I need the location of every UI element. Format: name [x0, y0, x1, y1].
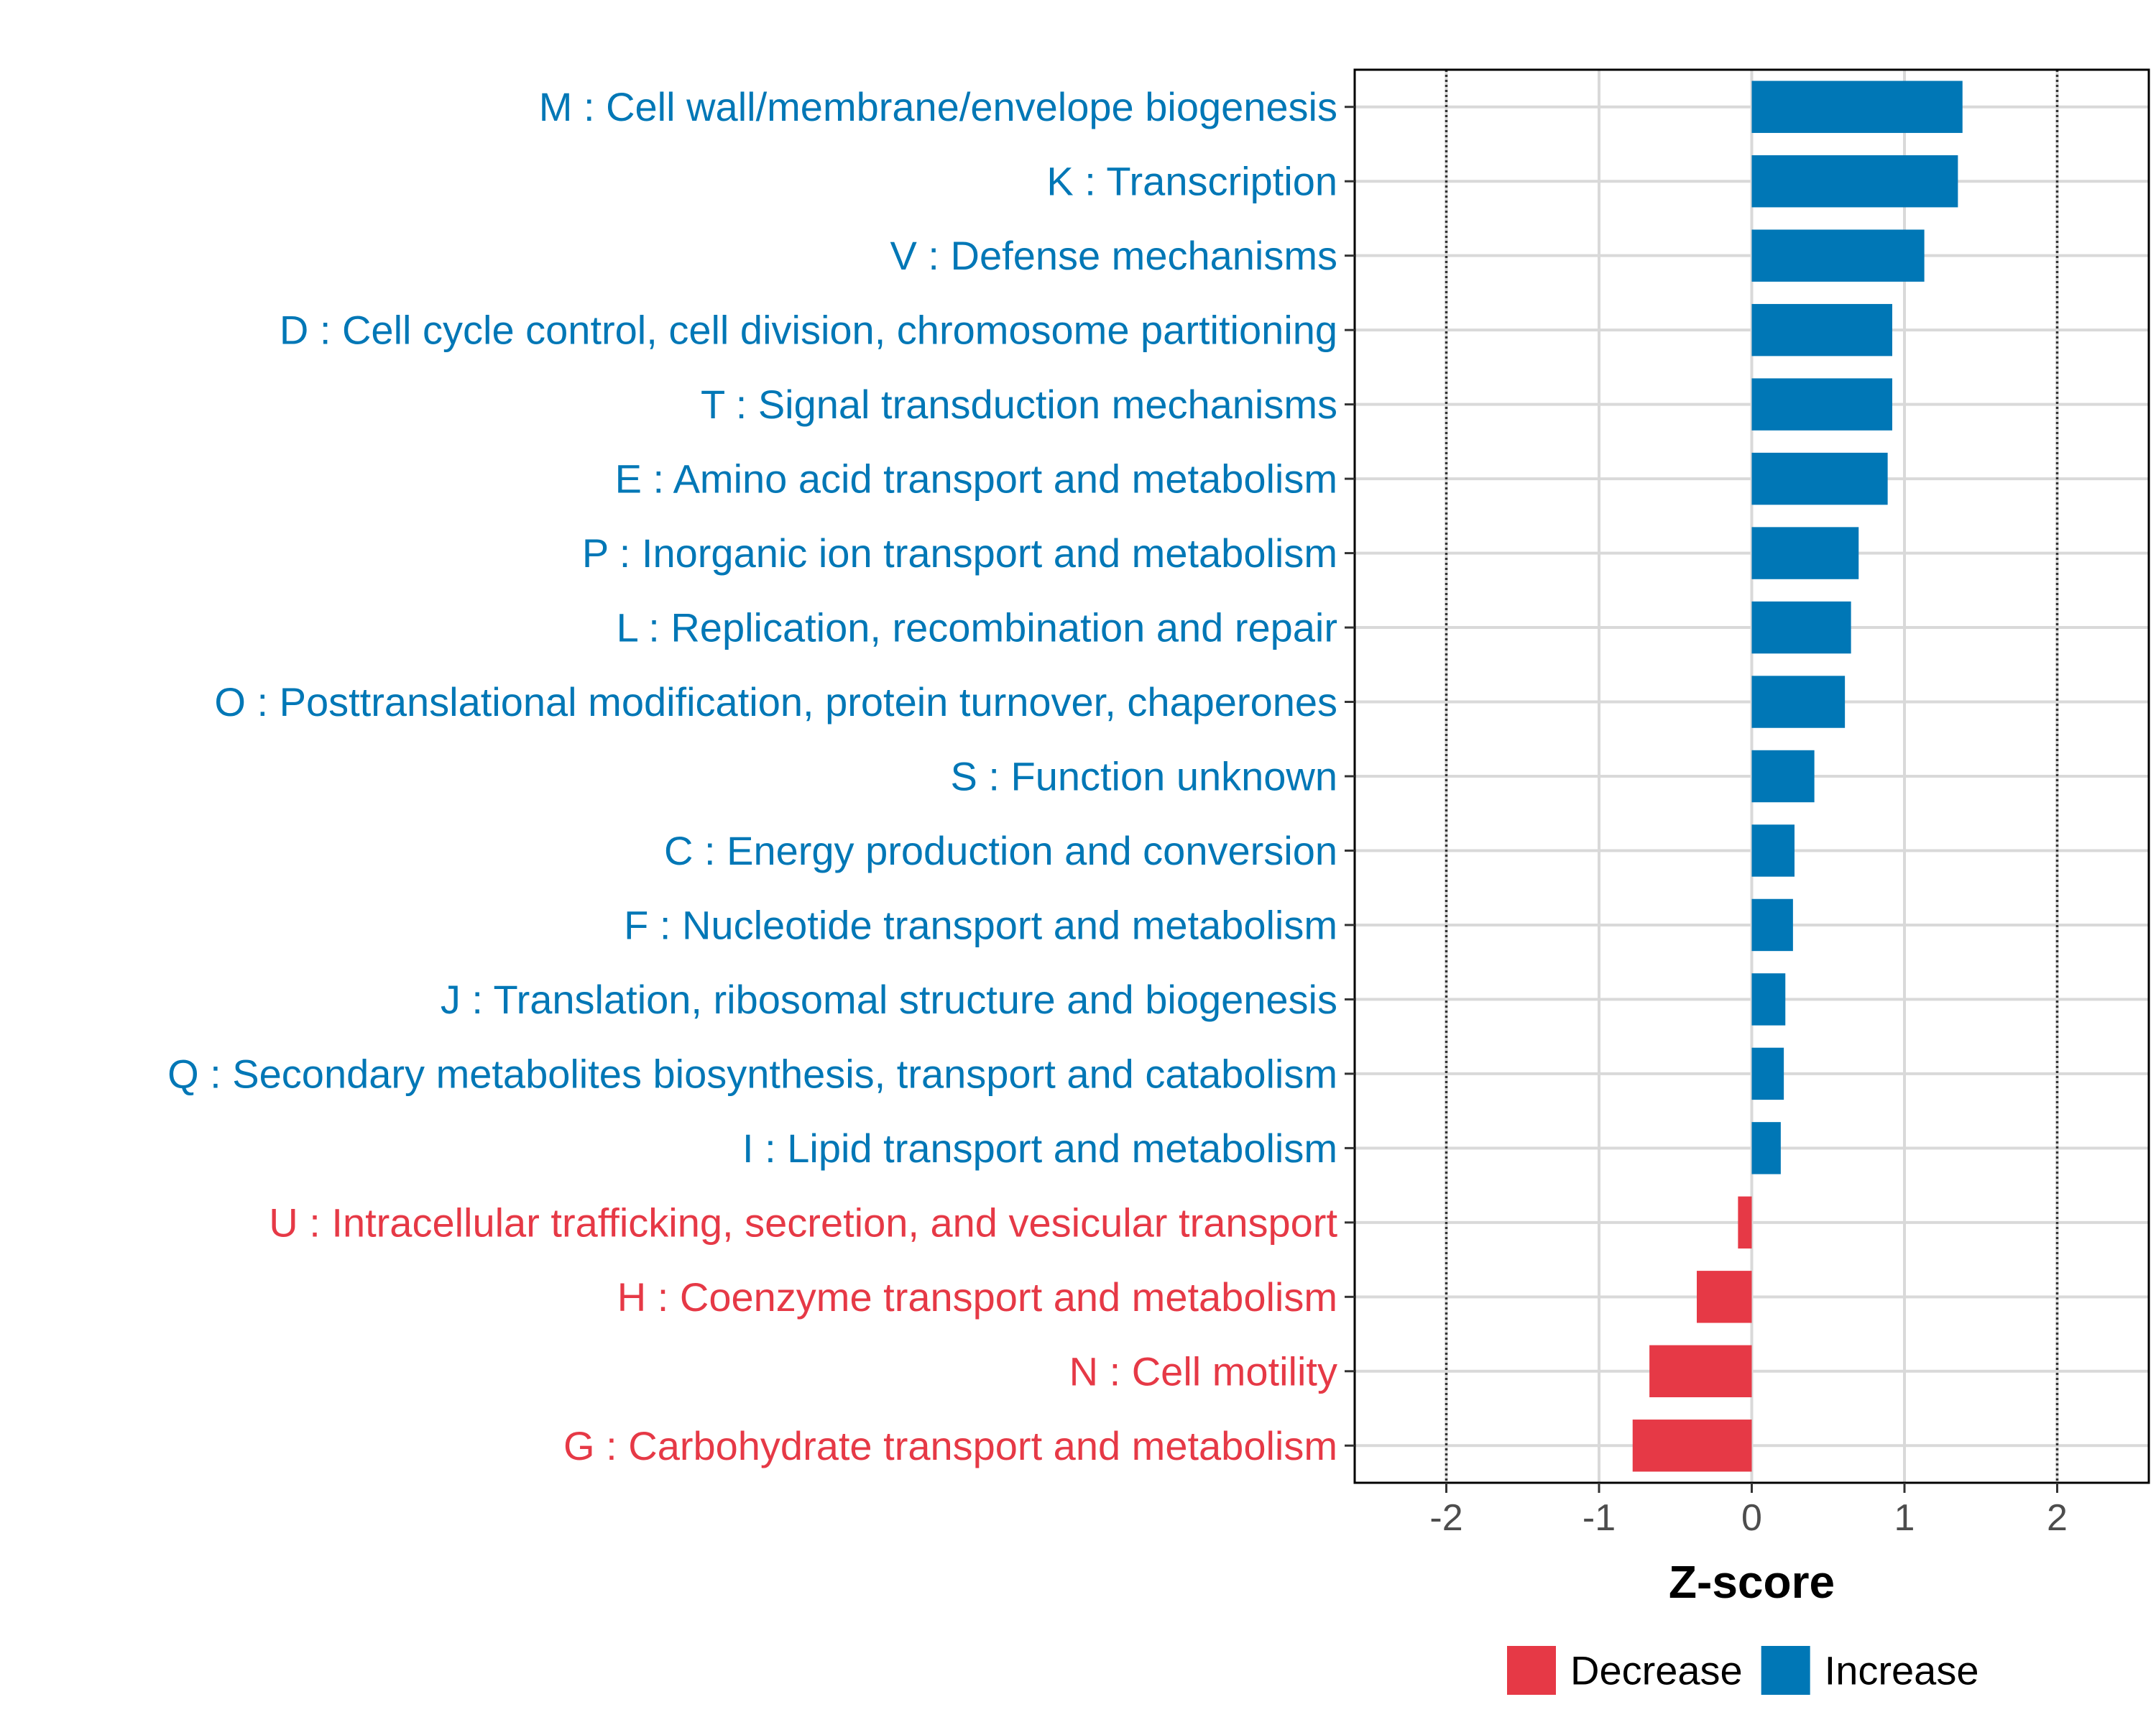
category-label: F : Nucleotide transport and metabolism: [624, 902, 1337, 947]
category-label: E : Amino acid transport and metabolism: [615, 456, 1337, 502]
legend-key: [1507, 1646, 1556, 1695]
x-tick-label: 1: [1894, 1497, 1915, 1539]
category-label: V : Defense mechanisms: [890, 233, 1337, 278]
x-tick-label: 0: [1741, 1497, 1762, 1539]
bar: [1751, 80, 1963, 133]
bar: [1751, 452, 1888, 505]
category-label: C : Energy production and conversion: [664, 828, 1337, 873]
category-label: S : Function unknown: [950, 754, 1337, 799]
bar: [1751, 527, 1859, 579]
category-label: T : Signal transduction mechanisms: [701, 382, 1337, 427]
category-label: M : Cell wall/membrane/envelope biogenes…: [539, 84, 1337, 129]
legend-key: [1761, 1646, 1810, 1695]
x-tick-label: -2: [1429, 1497, 1462, 1539]
category-label: Q : Secondary metabolites biosynthesis, …: [167, 1051, 1337, 1096]
category-label: I : Lipid transport and metabolism: [742, 1126, 1337, 1171]
reference-lines: [1445, 70, 2059, 1483]
bar: [1649, 1345, 1752, 1398]
bar: [1751, 155, 1958, 208]
category-label: J : Translation, ribosomal structure and…: [441, 977, 1337, 1022]
category-label: N : Cell motility: [1069, 1348, 1337, 1394]
category-label: O : Posttranslational modification, prot…: [214, 679, 1337, 724]
bar: [1632, 1420, 1752, 1472]
bar: [1751, 601, 1851, 654]
x-axis-title: Z-score: [1669, 1556, 1835, 1608]
bars: [1632, 80, 1963, 1472]
bar: [1751, 303, 1892, 356]
bar: [1751, 676, 1846, 728]
legend-label: Increase: [1825, 1648, 1979, 1693]
bar: [1751, 378, 1892, 431]
bar: [1751, 1122, 1781, 1174]
category-label: L : Replication, recombination and repai…: [617, 605, 1337, 650]
x-tick-label: 2: [2047, 1497, 2068, 1539]
x-axis-ticks: -2 -1 0 1 2: [1429, 1483, 2068, 1539]
category-labels: M : Cell wall/membrane/envelope biogenes…: [167, 84, 1337, 1468]
bar: [1751, 1047, 1784, 1100]
category-label: P : Inorganic ion transport and metaboli…: [582, 530, 1337, 576]
bar: [1751, 229, 1925, 282]
category-label: U : Intracellular trafficking, secretion…: [269, 1200, 1337, 1245]
category-label: H : Coenzyme transport and metabolism: [617, 1274, 1337, 1320]
x-tick-label: -1: [1583, 1497, 1616, 1539]
category-label: D : Cell cycle control, cell division, c…: [280, 308, 1337, 353]
bar: [1751, 750, 1815, 803]
legend-label: Decrease: [1570, 1648, 1743, 1693]
category-label: K : Transcription: [1046, 159, 1337, 204]
legend: Decrease Increase: [1507, 1646, 1978, 1695]
bar: [1751, 898, 1793, 952]
category-label: G : Carbohydrate transport and metabolis…: [563, 1423, 1337, 1468]
y-axis-ticks: [1345, 106, 1355, 1447]
bar: [1697, 1271, 1752, 1323]
bar: [1738, 1196, 1752, 1249]
bar: [1751, 824, 1795, 877]
bar: [1751, 973, 1786, 1026]
